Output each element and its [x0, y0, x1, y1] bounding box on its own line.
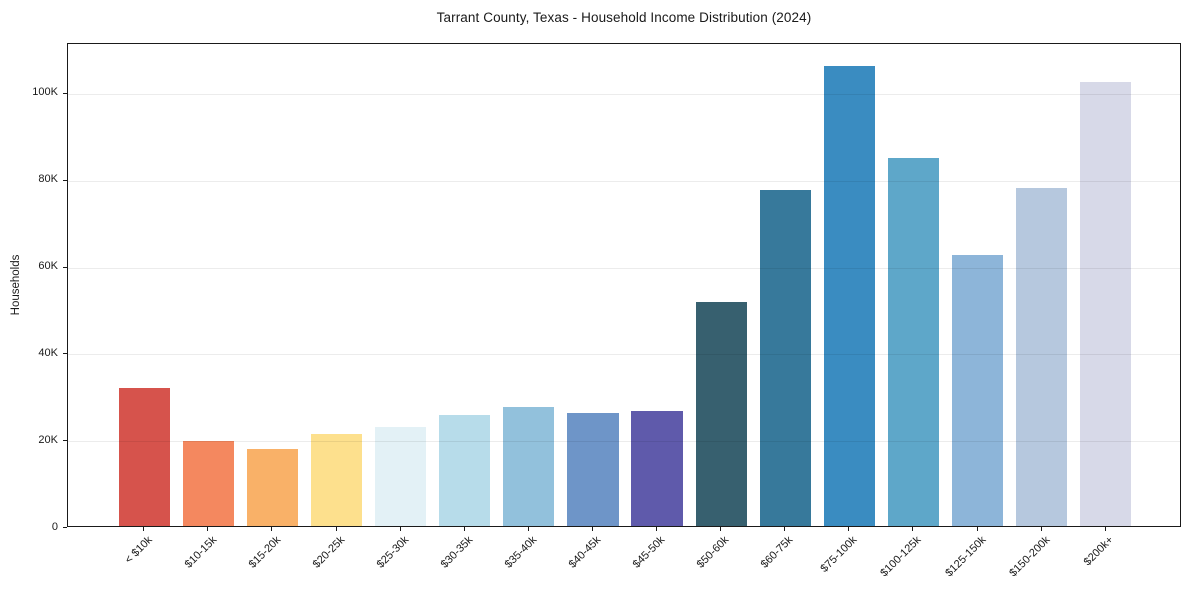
x-tick-label: $40-45k	[566, 534, 604, 571]
x-tick-label: $30-35k	[438, 534, 476, 571]
x-tick-label: $200k+	[1081, 534, 1117, 569]
x-tick-mark	[143, 527, 145, 531]
x-tick-label: $60-75k	[759, 534, 796, 571]
bar	[631, 410, 683, 526]
x-tick-label: $150-200k	[1006, 534, 1053, 580]
x-tick-mark	[784, 527, 786, 531]
x-tick-mark	[399, 527, 401, 531]
x-tick-mark	[976, 527, 978, 531]
x-tick-label: $25-30k	[374, 534, 412, 571]
bar	[567, 413, 619, 526]
bar	[503, 406, 555, 526]
y-tick-label: 0	[51, 520, 58, 533]
gridline	[68, 180, 1180, 182]
y-tick-mark	[63, 92, 67, 94]
y-tick-label: 80K	[38, 173, 58, 186]
x-tick-label: $125-150k	[942, 534, 989, 580]
x-tick-mark	[848, 527, 850, 531]
bar	[246, 448, 299, 526]
x-tick-label: $15-20k	[246, 534, 283, 571]
y-tick-mark	[63, 527, 67, 528]
bar	[1015, 187, 1068, 526]
x-tick-label: $35-40k	[502, 534, 540, 571]
x-tick-mark	[591, 527, 593, 531]
bar	[951, 254, 1004, 526]
x-tick-mark	[335, 527, 337, 531]
x-tick-mark	[1040, 527, 1042, 531]
bar	[695, 301, 747, 526]
y-tick-mark	[63, 179, 67, 181]
bar	[823, 66, 875, 526]
y-tick-mark	[63, 266, 67, 268]
bar	[375, 427, 427, 526]
plot-area	[67, 43, 1181, 527]
gridline	[68, 354, 1180, 356]
bar	[439, 414, 491, 526]
y-tick-mark	[63, 440, 67, 442]
gridline	[68, 93, 1180, 95]
x-tick-mark	[463, 527, 465, 531]
x-tick-label: $20-25k	[310, 534, 348, 571]
bar	[1080, 81, 1132, 526]
bar	[759, 190, 811, 526]
x-tick-mark	[527, 527, 529, 531]
x-tick-label: $50-60k	[695, 534, 732, 571]
y-tick-label: 100K	[32, 86, 58, 99]
gridline	[68, 441, 1180, 443]
x-tick-label: < $10k	[122, 534, 155, 567]
x-tick-mark	[207, 527, 209, 531]
x-tick-mark	[720, 527, 722, 531]
x-tick-mark	[656, 527, 658, 531]
x-tick-label: $100-125k	[878, 534, 924, 580]
y-tick-label: 40K	[38, 346, 58, 359]
chart-title: Tarrant County, Texas - Household Income…	[436, 10, 812, 25]
x-tick-mark	[1104, 527, 1106, 531]
x-tick-mark	[271, 527, 273, 531]
bar	[182, 441, 234, 526]
bar	[887, 158, 940, 526]
x-tick-label: $45-50k	[630, 534, 668, 571]
x-tick-label: $75-100k	[818, 534, 860, 575]
gridline	[68, 267, 1180, 269]
y-tick-label: 20K	[38, 433, 58, 446]
x-tick-mark	[912, 527, 914, 531]
y-tick-label: 60K	[38, 260, 58, 273]
x-tick-label: $10-15k	[182, 534, 219, 571]
y-tick-mark	[63, 353, 67, 355]
bar	[310, 433, 363, 526]
bar	[118, 388, 170, 526]
